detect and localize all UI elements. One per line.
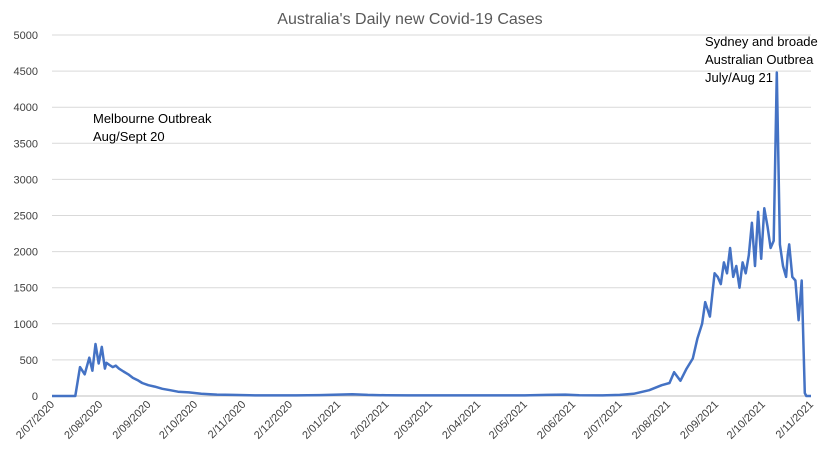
x-tick-label: 2/07/2021 [582, 399, 625, 442]
x-tick-label: 2/12/2020 [252, 399, 295, 442]
y-tick-label: 3500 [14, 138, 38, 150]
x-axis-tick-labels: 2/07/2020 2/08/2020 2/09/2020 2/10/2020 2/11… [14, 399, 816, 442]
x-tick-label: 2/09/2021 [678, 399, 721, 442]
annotation-2: Sydney and broade Australian Outbrea July/… [705, 34, 818, 85]
y-tick-label: 0 [32, 391, 38, 403]
x-tick-label: 2/08/2020 [62, 399, 105, 442]
x-tick-label: 2/02/2021 [348, 399, 391, 442]
series-group [52, 71, 811, 398]
y-tick-label: 3000 [14, 174, 38, 186]
y-tick-label: 1500 [14, 283, 38, 295]
y-tick-label: 2500 [14, 211, 38, 223]
chart-title: Australia's Daily new Covid-19 Cases [277, 11, 542, 28]
y-tick-label: 1000 [14, 319, 38, 331]
series-line-0 [52, 71, 811, 398]
x-tick-label: 2/01/2021 [300, 399, 343, 442]
y-tick-label: 5000 [14, 30, 38, 42]
x-tick-label: 2/11/2020 [206, 399, 249, 442]
y-tick-label: 4000 [14, 102, 38, 114]
x-tick-label: 2/11/2021 [774, 399, 817, 442]
x-tick-label: 2/10/2020 [157, 399, 200, 442]
x-tick-label: 2/05/2021 [487, 399, 530, 442]
y-tick-label: 4500 [14, 66, 38, 78]
x-tick-label: 2/09/2020 [110, 399, 153, 442]
y-tick-label: 500 [20, 355, 38, 367]
x-tick-label: 2/08/2021 [630, 399, 673, 442]
x-tick-label: 2/10/2021 [725, 399, 768, 442]
y-tick-label: 2000 [14, 247, 38, 259]
gridlines [52, 34, 811, 397]
annotations: Melbourne Outbreak Aug/Sept 20 Sydney and … [93, 34, 818, 144]
annotation-1: Melbourne Outbreak Aug/Sept 20 [93, 111, 212, 144]
x-tick-label: 2/03/2021 [392, 399, 435, 442]
x-tick-label: 2/04/2021 [440, 399, 483, 442]
x-tick-label: 2/07/2020 [14, 399, 57, 442]
y-axis-tick-labels: 0 500 1000 1500 2000 2500 3000 3500 4000 4500 5000 [14, 30, 38, 403]
x-tick-label: 2/06/2021 [535, 399, 578, 442]
